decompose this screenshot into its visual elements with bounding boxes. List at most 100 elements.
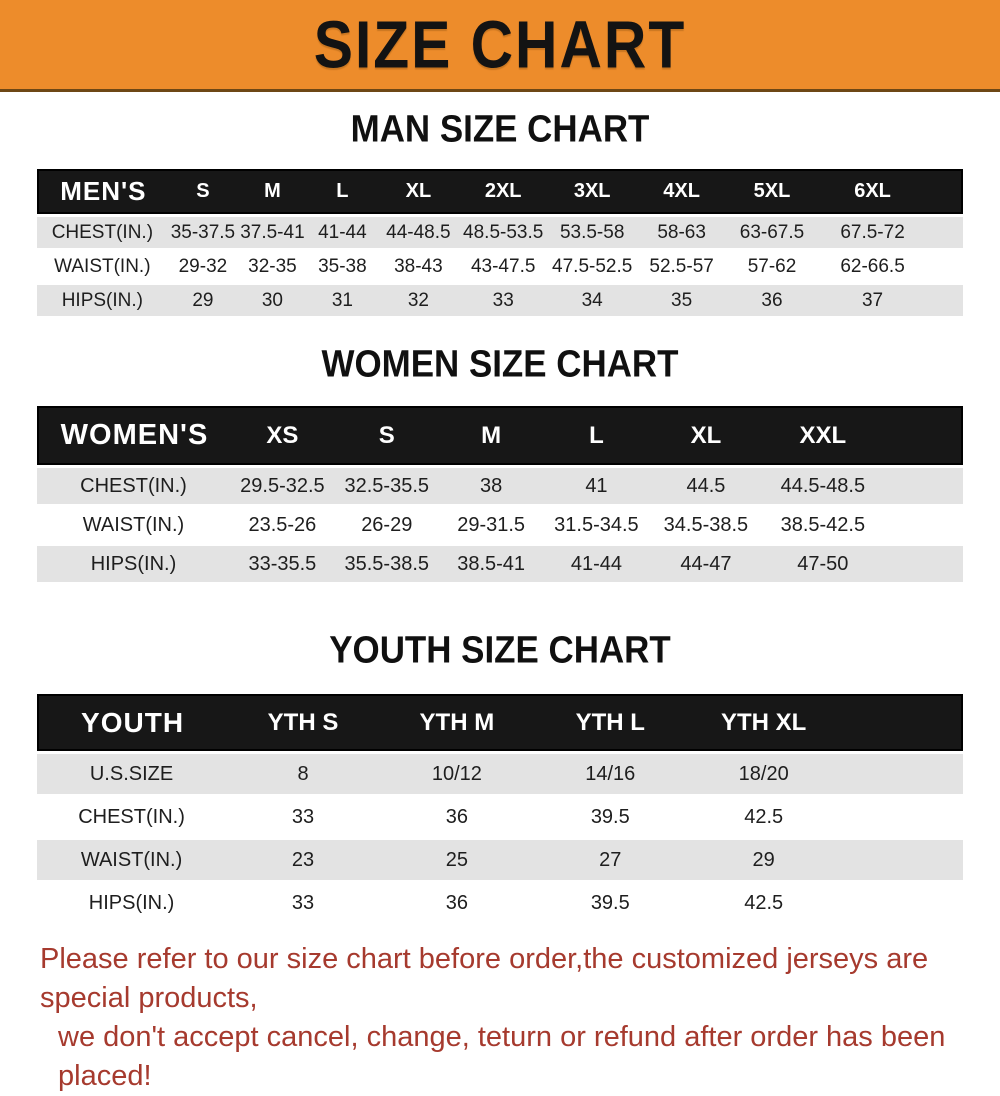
size-value-cell: 48.5-53.5 (458, 217, 548, 248)
size-value-cell: 34 (547, 285, 637, 316)
header-spacer-cell (927, 169, 963, 214)
table-row: U.S.SIZE 8 10/12 14/16 18/20 (37, 754, 963, 794)
size-chart-banner: SIZE CHART (0, 0, 1000, 92)
size-value-cell: 47-50 (762, 546, 884, 582)
size-value-cell: 44-47 (649, 546, 763, 582)
size-value-cell: 62-66.5 (817, 251, 928, 282)
size-value-cell: 44.5 (649, 468, 763, 504)
size-value-cell: 35-37.5 (167, 217, 239, 248)
row-spacer-cell (883, 468, 963, 504)
size-value-cell: 29-31.5 (438, 507, 544, 543)
table-header-row: MEN'S S M L XL 2XL 3XL 4XL 5XL 6XL (37, 169, 963, 214)
size-value-cell: 44-48.5 (378, 217, 459, 248)
row-spacer-cell (927, 251, 963, 282)
size-value-cell: 38-43 (378, 251, 459, 282)
row-label: CHEST(IN.) (37, 217, 168, 248)
size-value-cell: 36 (379, 883, 534, 923)
table-row: HIPS(IN.) 29 30 31 32 33 34 35 36 37 (37, 285, 963, 316)
row-spacer-cell (840, 840, 963, 880)
row-label: CHEST(IN.) (37, 797, 227, 837)
row-spacer-cell (883, 507, 963, 543)
banner-title: SIZE CHART (313, 6, 687, 83)
size-value-cell: 41-44 (543, 546, 650, 582)
table-row: WAIST(IN.) 23.5-26 26-29 29-31.5 31.5-34.5 34… (37, 507, 963, 543)
size-value-cell: 29.5-32.5 (229, 468, 335, 504)
size-column-header: YTH S (226, 694, 380, 751)
size-value-cell: 67.5-72 (817, 217, 928, 248)
size-value-cell: 8 (226, 754, 380, 794)
size-column-header: 2XL (458, 169, 548, 214)
youth-size-chart-section: YOUTH SIZE CHART YOUTH YTH S YTH M YTH L YTH… (0, 627, 1000, 926)
size-column-header: YTH XL (686, 694, 841, 751)
size-value-cell: 57-62 (726, 251, 818, 282)
man-section-title: MAN SIZE CHART (350, 106, 650, 151)
size-column-header: YTH L (533, 694, 687, 751)
size-value-cell: 32 (378, 285, 459, 316)
youth-section-title: YOUTH SIZE CHART (329, 627, 671, 672)
size-value-cell: 23.5-26 (229, 507, 335, 543)
row-label: HIPS(IN.) (37, 285, 168, 316)
row-spacer-cell (840, 797, 963, 837)
table-row: HIPS(IN.) 33 36 39.5 42.5 (37, 883, 963, 923)
table-row: CHEST(IN.) 29.5-32.5 32.5-35.5 38 41 44.5 44.5… (37, 468, 963, 504)
size-value-cell: 35-38 (306, 251, 379, 282)
size-table: WOMEN'S XS S M L XL XXL CHEST(IN.) 29.5-32.5 32.5… (37, 403, 963, 585)
size-value-cell: 52.5-57 (636, 251, 727, 282)
size-value-cell: 63-67.5 (726, 217, 818, 248)
row-spacer-cell (927, 285, 963, 316)
size-value-cell: 41 (543, 468, 650, 504)
notice-line-1: Please refer to our size chart before or… (40, 943, 929, 1014)
size-value-cell: 36 (726, 285, 818, 316)
size-column-header: 3XL (547, 169, 637, 214)
size-value-cell: 33 (226, 883, 380, 923)
size-value-cell: 38.5-41 (438, 546, 544, 582)
size-value-cell: 38.5-42.5 (762, 507, 884, 543)
table-row: HIPS(IN.) 33-35.5 35.5-38.5 38.5-41 41-44 44-… (37, 546, 963, 582)
size-value-cell: 39.5 (533, 797, 687, 837)
size-value-cell: 41-44 (306, 217, 379, 248)
size-value-cell: 14/16 (533, 754, 687, 794)
table-row: WAIST(IN.) 23 25 27 29 (37, 840, 963, 880)
size-value-cell: 35 (636, 285, 727, 316)
row-spacer-cell (883, 546, 963, 582)
header-spacer-cell (840, 694, 963, 751)
size-value-cell: 29 (167, 285, 239, 316)
size-value-cell: 25 (379, 840, 534, 880)
youth-size-table: YOUTH YTH S YTH M YTH L YTH XL U.S.SIZE 8 10/12… (37, 691, 963, 926)
size-table: MEN'S S M L XL 2XL 3XL 4XL 5XL 6XL CHEST(IN.) 35-37… (37, 166, 963, 319)
size-column-header: L (543, 406, 650, 465)
size-value-cell: 31.5-34.5 (543, 507, 650, 543)
size-column-header: XXL (762, 406, 884, 465)
table-header-label: WOMEN'S (37, 406, 230, 465)
table-header-label: MEN'S (37, 169, 168, 214)
size-column-header: L (306, 169, 379, 214)
size-value-cell: 47.5-52.5 (547, 251, 637, 282)
size-value-cell: 32.5-35.5 (334, 468, 439, 504)
size-value-cell: 58-63 (636, 217, 727, 248)
size-column-header: YTH M (379, 694, 534, 751)
row-spacer-cell (840, 883, 963, 923)
table-row: CHEST(IN.) 35-37.5 37.5-41 41-44 44-48.5 48.5… (37, 217, 963, 248)
row-spacer-cell (927, 217, 963, 248)
size-value-cell: 31 (306, 285, 379, 316)
row-label: HIPS(IN.) (37, 546, 230, 582)
size-value-cell: 37.5-41 (238, 217, 307, 248)
table-row: CHEST(IN.) 33 36 39.5 42.5 (37, 797, 963, 837)
table-row: WAIST(IN.) 29-32 32-35 35-38 38-43 43-47.5 47.… (37, 251, 963, 282)
size-value-cell: 42.5 (686, 797, 841, 837)
size-value-cell: 32-35 (238, 251, 307, 282)
size-column-header: S (167, 169, 239, 214)
womens-size-table: WOMEN'S XS S M L XL XXL CHEST(IN.) 29.5-32.5 32.5… (37, 403, 963, 585)
size-value-cell: 34.5-38.5 (649, 507, 763, 543)
size-value-cell: 30 (238, 285, 307, 316)
size-value-cell: 42.5 (686, 883, 841, 923)
size-value-cell: 29 (686, 840, 841, 880)
size-value-cell: 29-32 (167, 251, 239, 282)
size-value-cell: 10/12 (379, 754, 534, 794)
size-value-cell: 36 (379, 797, 534, 837)
row-label: WAIST(IN.) (37, 251, 168, 282)
row-label: U.S.SIZE (37, 754, 227, 794)
table-header-row: YOUTH YTH S YTH M YTH L YTH XL (37, 694, 963, 751)
size-value-cell: 35.5-38.5 (334, 546, 439, 582)
